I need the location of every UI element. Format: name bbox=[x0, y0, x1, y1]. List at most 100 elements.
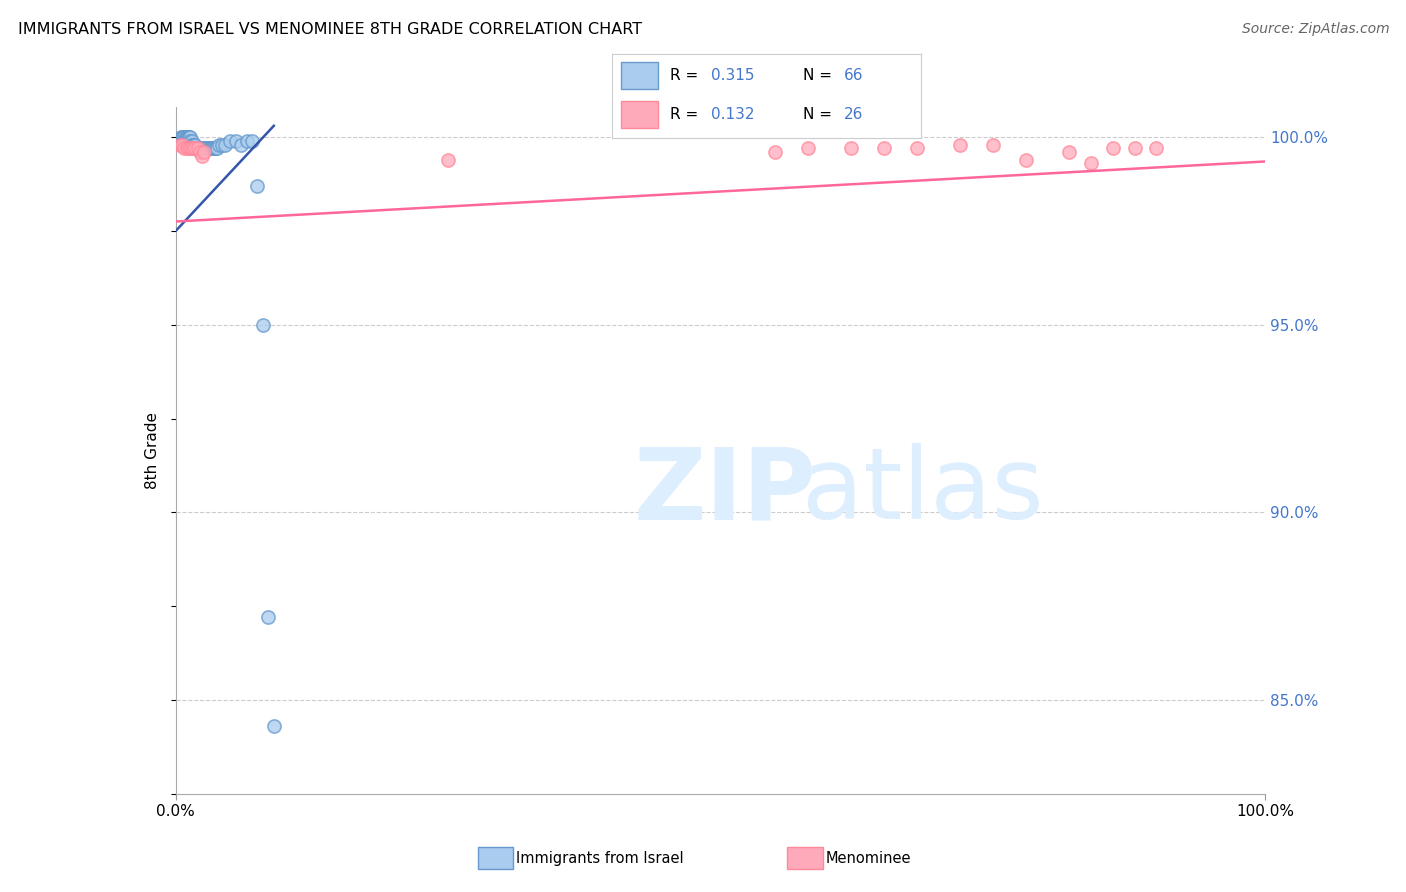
Point bbox=[172, 130, 194, 145]
Y-axis label: 8th Grade: 8th Grade bbox=[145, 412, 160, 489]
Text: R =: R = bbox=[671, 68, 703, 83]
Point bbox=[263, 719, 285, 733]
Text: IMMIGRANTS FROM ISRAEL VS MENOMINEE 8TH GRADE CORRELATION CHART: IMMIGRANTS FROM ISRAEL VS MENOMINEE 8TH … bbox=[18, 22, 643, 37]
Point bbox=[180, 137, 202, 152]
Point bbox=[796, 141, 818, 155]
Point bbox=[180, 137, 202, 152]
Point bbox=[201, 141, 224, 155]
Point bbox=[191, 141, 214, 155]
Point bbox=[169, 134, 191, 148]
Point bbox=[176, 134, 198, 148]
Point bbox=[186, 141, 208, 155]
Point bbox=[1080, 156, 1102, 170]
Point bbox=[180, 141, 202, 155]
Point bbox=[194, 141, 217, 155]
Point bbox=[225, 134, 247, 148]
Text: atlas: atlas bbox=[803, 443, 1043, 541]
Point bbox=[184, 137, 207, 152]
Point bbox=[169, 137, 191, 152]
Point bbox=[763, 145, 786, 159]
Point bbox=[172, 137, 194, 152]
Point bbox=[981, 137, 1004, 152]
Text: 26: 26 bbox=[844, 107, 863, 122]
Point bbox=[235, 134, 257, 148]
Point bbox=[202, 141, 225, 155]
Point bbox=[177, 134, 200, 148]
Point bbox=[172, 130, 194, 145]
Bar bbox=[621, 62, 658, 89]
Point bbox=[177, 141, 200, 155]
Point bbox=[186, 141, 209, 155]
Point bbox=[188, 141, 211, 155]
Point bbox=[176, 141, 198, 155]
Point bbox=[257, 610, 280, 624]
Point bbox=[214, 137, 236, 152]
Point bbox=[179, 134, 201, 148]
Point bbox=[173, 141, 195, 155]
Text: Immigrants from Israel: Immigrants from Israel bbox=[516, 851, 683, 865]
Text: R =: R = bbox=[671, 107, 703, 122]
Point bbox=[174, 130, 197, 145]
Point bbox=[179, 130, 201, 145]
Point bbox=[905, 141, 928, 155]
Text: N =: N = bbox=[803, 107, 837, 122]
Point bbox=[205, 141, 228, 155]
Point bbox=[187, 141, 209, 155]
Point bbox=[240, 134, 263, 148]
Point bbox=[211, 137, 233, 152]
Point bbox=[183, 141, 205, 155]
Point bbox=[174, 134, 197, 148]
Text: 66: 66 bbox=[844, 68, 863, 83]
Text: N =: N = bbox=[803, 68, 837, 83]
Text: ZIP: ZIP bbox=[633, 443, 817, 541]
Point bbox=[181, 134, 204, 148]
Point bbox=[181, 137, 204, 152]
Point bbox=[176, 130, 198, 145]
Point bbox=[437, 153, 460, 167]
Point bbox=[204, 141, 226, 155]
Point bbox=[170, 130, 193, 145]
Point bbox=[195, 141, 218, 155]
Point bbox=[198, 141, 221, 155]
Point bbox=[186, 141, 209, 155]
Text: 0.315: 0.315 bbox=[710, 68, 754, 83]
Point bbox=[170, 134, 193, 148]
Point bbox=[173, 134, 195, 148]
Point bbox=[1015, 153, 1038, 167]
Point bbox=[193, 141, 215, 155]
Point bbox=[1102, 141, 1125, 155]
Point bbox=[191, 141, 214, 155]
Point bbox=[246, 178, 269, 193]
Point bbox=[193, 145, 215, 159]
Text: Source: ZipAtlas.com: Source: ZipAtlas.com bbox=[1241, 22, 1389, 37]
Bar bbox=[621, 101, 658, 128]
Point bbox=[200, 141, 222, 155]
Point bbox=[873, 141, 896, 155]
Text: Menominee: Menominee bbox=[825, 851, 911, 865]
Point bbox=[219, 134, 242, 148]
Point bbox=[186, 141, 208, 155]
Point bbox=[191, 141, 214, 155]
Point bbox=[177, 130, 200, 145]
Point bbox=[231, 137, 253, 152]
Point bbox=[208, 137, 231, 152]
Point bbox=[177, 134, 200, 148]
Point bbox=[184, 141, 207, 155]
Point bbox=[184, 141, 207, 155]
Point bbox=[172, 134, 194, 148]
Point bbox=[181, 137, 204, 152]
Point bbox=[195, 141, 218, 155]
Point bbox=[183, 137, 205, 152]
Point bbox=[191, 149, 214, 163]
Point bbox=[252, 318, 274, 332]
Text: 0.132: 0.132 bbox=[710, 107, 754, 122]
Point bbox=[201, 141, 224, 155]
Point bbox=[1123, 141, 1146, 155]
Point bbox=[1057, 145, 1080, 159]
Point bbox=[173, 130, 195, 145]
Point bbox=[1144, 141, 1167, 155]
Point bbox=[167, 134, 190, 148]
Point bbox=[949, 137, 972, 152]
Point bbox=[181, 141, 204, 155]
Point bbox=[190, 141, 212, 155]
